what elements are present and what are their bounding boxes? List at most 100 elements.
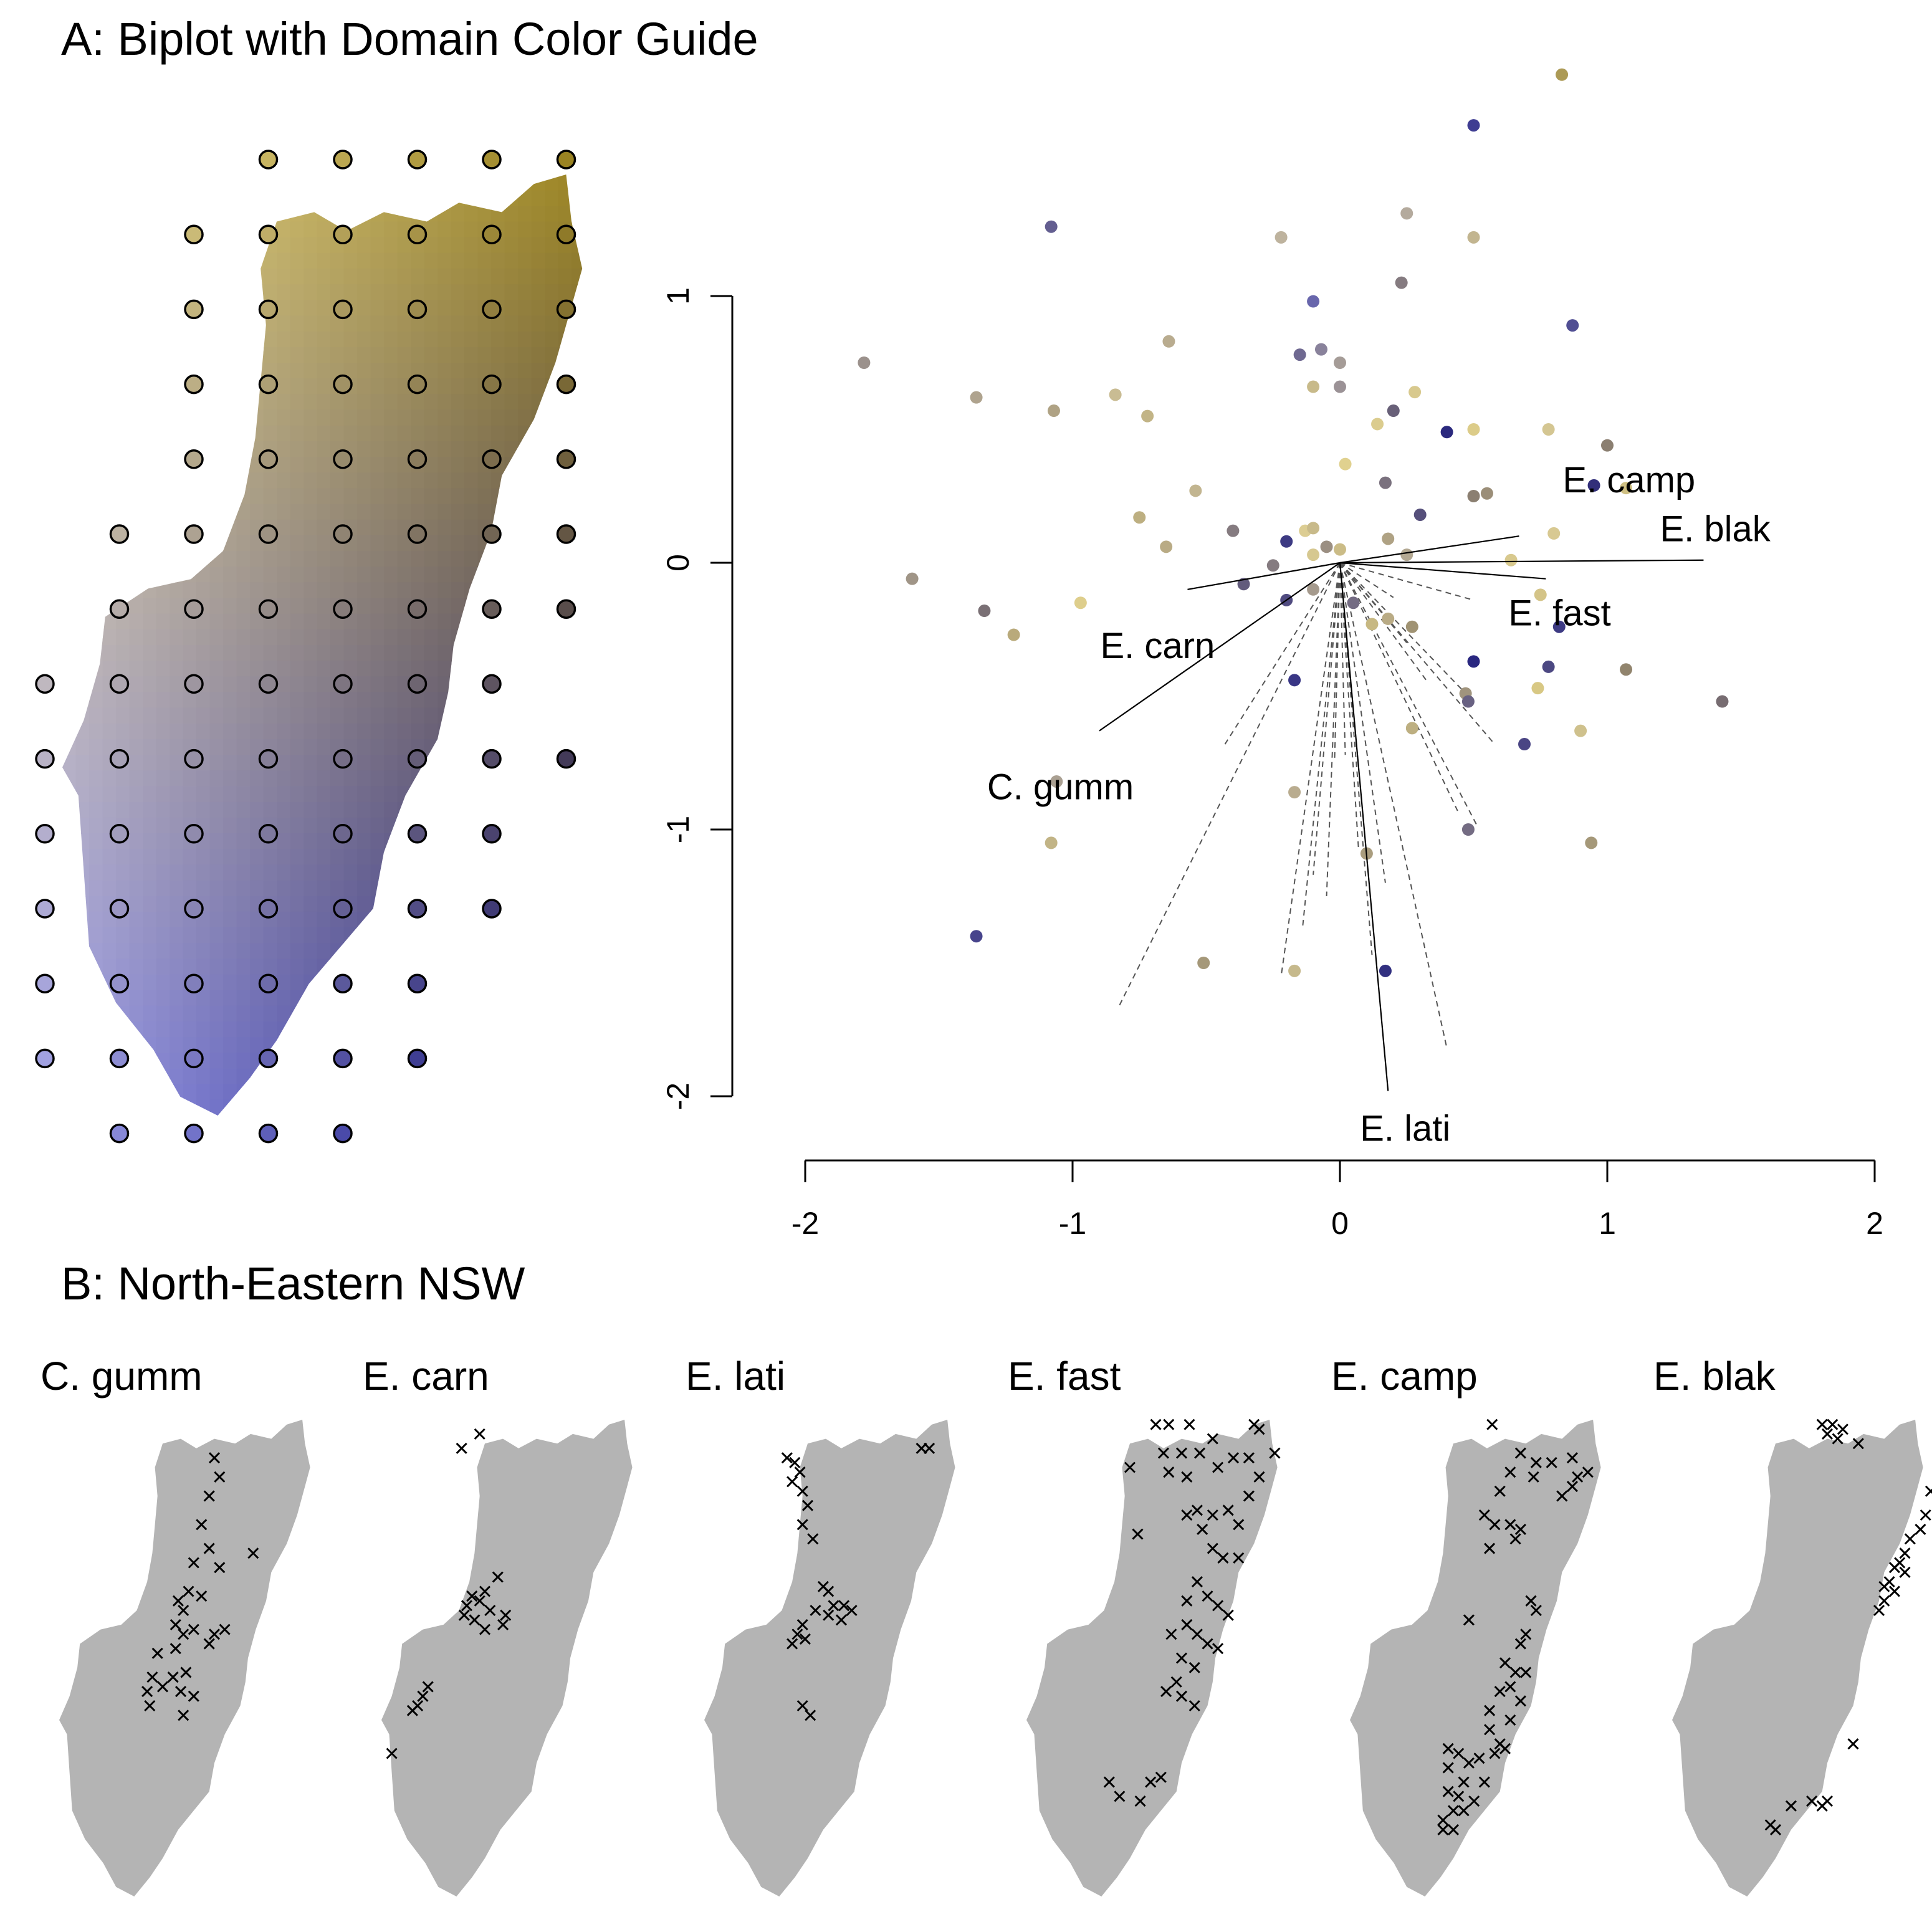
guide-point: [184, 374, 204, 395]
record-marker: [1165, 1628, 1177, 1640]
guide-point: [258, 150, 279, 170]
guide-point: [407, 674, 428, 694]
data-point: [1288, 674, 1301, 687]
guide-point: [556, 599, 576, 619]
y-tick-label: -2: [661, 1083, 696, 1110]
record-marker: [214, 1562, 226, 1574]
guide-point: [109, 748, 130, 769]
data-point: [1379, 476, 1392, 489]
record-marker: [1222, 1609, 1234, 1621]
data-point: [1413, 508, 1427, 521]
data-point: [1160, 540, 1173, 553]
species-map: E. fast: [1008, 1354, 1281, 1896]
guide-point: [482, 824, 502, 844]
y-tick-label: 1: [661, 287, 696, 305]
guide-point: [35, 748, 55, 769]
record-marker: [156, 1681, 169, 1693]
guide-point: [109, 674, 130, 694]
record-marker: [1175, 1690, 1188, 1702]
guide-point: [407, 599, 428, 619]
record-marker: [1437, 1814, 1449, 1826]
record-marker: [1478, 1509, 1490, 1521]
data-point: [1365, 618, 1379, 631]
record-marker: [461, 1600, 473, 1612]
arrow-e-blak: [1339, 559, 1704, 564]
guide-point: [482, 524, 502, 544]
record-marker: [796, 1519, 808, 1531]
record-marker: [492, 1571, 504, 1583]
data-point: [1280, 535, 1293, 548]
data-point: [1371, 418, 1384, 431]
record-marker: [456, 1442, 467, 1454]
guide-point: [184, 1123, 204, 1144]
guide-point: [407, 899, 428, 919]
guide-point: [258, 299, 279, 320]
data-point: [1162, 335, 1175, 348]
panel-b-title: B: North-Eastern NSW: [61, 1258, 525, 1309]
record-marker: [1852, 1438, 1864, 1450]
guide-point: [184, 899, 204, 919]
arrow-label: E. blak: [1660, 509, 1771, 550]
guide-point: [35, 1048, 55, 1069]
record-marker: [1806, 1795, 1818, 1807]
dashed-vector: [1334, 562, 1341, 760]
record-marker: [1202, 1638, 1213, 1650]
guide-point: [482, 224, 502, 244]
record-marker: [1769, 1824, 1782, 1835]
record-marker: [1827, 1418, 1839, 1430]
record-marker: [170, 1619, 181, 1631]
data-point: [1574, 724, 1587, 737]
record-marker: [1175, 1447, 1188, 1459]
region-shape: [1350, 1420, 1601, 1896]
guide-point: [407, 1048, 428, 1069]
record-marker: [1878, 1581, 1890, 1592]
record-marker: [1442, 1743, 1454, 1754]
data-point: [858, 356, 871, 369]
guide-point: [109, 899, 130, 919]
record-marker: [1212, 1643, 1224, 1655]
record-marker: [1269, 1447, 1281, 1459]
record-marker: [188, 1690, 199, 1702]
guide-point: [258, 824, 279, 844]
data-point: [1585, 836, 1598, 849]
guide-point: [258, 599, 279, 619]
record-marker: [823, 1609, 834, 1621]
species-arrows: [1099, 535, 1704, 1091]
record-marker: [923, 1442, 935, 1454]
region-color-field: [62, 175, 583, 1116]
data-point: [1314, 343, 1327, 356]
record-marker: [1453, 1791, 1465, 1802]
record-marker: [1253, 1471, 1265, 1483]
scatter-points: [858, 68, 1729, 977]
data-point: [1379, 964, 1392, 977]
record-marker: [1170, 1676, 1182, 1688]
guide-point: [184, 299, 204, 320]
data-point: [1288, 964, 1301, 977]
record-marker: [1202, 1590, 1213, 1602]
dashed-vector: [1339, 562, 1474, 601]
guide-point: [184, 748, 204, 769]
record-marker: [1124, 1461, 1136, 1473]
data-point: [1050, 775, 1063, 788]
species-map-title: E. blak: [1653, 1354, 1776, 1399]
guide-point: [184, 599, 204, 619]
record-marker: [1899, 1547, 1911, 1559]
record-marker: [1528, 1471, 1539, 1483]
guide-point: [258, 224, 279, 244]
record-marker: [474, 1595, 485, 1607]
data-point: [1109, 388, 1122, 401]
record-marker: [1484, 1542, 1496, 1554]
guide-point: [333, 449, 353, 469]
guide-point: [482, 748, 502, 769]
record-marker: [386, 1748, 398, 1759]
guide-point: [482, 299, 502, 320]
record-marker: [1494, 1685, 1506, 1698]
record-marker: [1504, 1681, 1516, 1693]
data-point: [1045, 836, 1058, 849]
arrow-label: E. lati: [1360, 1108, 1450, 1149]
record-marker: [1155, 1771, 1167, 1783]
guide-point: [482, 599, 502, 619]
y-axis: -2 -1 0 1: [661, 287, 734, 1110]
record-marker: [787, 1638, 798, 1650]
